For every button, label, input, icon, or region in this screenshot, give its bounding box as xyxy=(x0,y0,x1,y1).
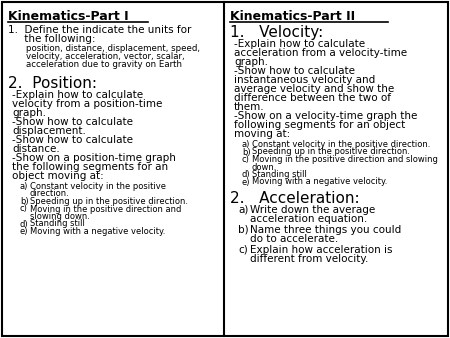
Text: -Show how to calculate: -Show how to calculate xyxy=(234,66,355,76)
Text: b): b) xyxy=(242,147,251,156)
Text: Name three things you could: Name three things you could xyxy=(250,225,401,235)
Text: a): a) xyxy=(238,205,248,215)
Text: object moving at:: object moving at: xyxy=(12,171,104,181)
Text: b): b) xyxy=(238,225,248,235)
Text: -Show how to calculate: -Show how to calculate xyxy=(12,117,133,127)
Text: instantaneous velocity and: instantaneous velocity and xyxy=(234,75,375,85)
Text: d): d) xyxy=(20,219,29,228)
Text: 1.   Velocity:: 1. Velocity: xyxy=(230,25,323,40)
Text: Kinematics-Part I: Kinematics-Part I xyxy=(8,10,129,23)
Text: 2.   Acceleration:: 2. Acceleration: xyxy=(230,191,360,206)
Text: velocity from a position-time: velocity from a position-time xyxy=(12,99,162,109)
Text: 1.  Define the indicate the units for: 1. Define the indicate the units for xyxy=(8,25,191,35)
Text: them.: them. xyxy=(234,102,265,112)
Text: a): a) xyxy=(242,140,250,149)
Text: Standing still: Standing still xyxy=(30,219,85,228)
Text: the following:: the following: xyxy=(8,34,95,44)
Text: c): c) xyxy=(20,204,28,214)
Text: Speeding up in the positive direction.: Speeding up in the positive direction. xyxy=(30,197,188,206)
Text: e): e) xyxy=(242,177,251,187)
Text: d): d) xyxy=(242,170,251,179)
Text: acceleration from a velocity-time: acceleration from a velocity-time xyxy=(234,48,407,58)
Text: different from velocity.: different from velocity. xyxy=(250,255,369,265)
Text: the following segments for an: the following segments for an xyxy=(12,162,168,172)
Text: Standing still: Standing still xyxy=(252,170,307,179)
Text: graph.: graph. xyxy=(234,57,268,67)
Text: direction.: direction. xyxy=(30,190,70,198)
Text: Moving in the positive direction and slowing: Moving in the positive direction and slo… xyxy=(252,155,438,164)
Text: Constant velocity in the positive: Constant velocity in the positive xyxy=(30,182,166,191)
Text: a): a) xyxy=(20,182,28,191)
Text: c): c) xyxy=(238,245,248,255)
Text: -Explain how to calculate: -Explain how to calculate xyxy=(12,90,143,100)
Text: down.: down. xyxy=(252,163,277,171)
Text: Explain how acceleration is: Explain how acceleration is xyxy=(250,245,392,255)
Text: Moving with a negative velocity.: Moving with a negative velocity. xyxy=(30,227,166,236)
Text: 2.  Position:: 2. Position: xyxy=(8,76,97,91)
Text: distance.: distance. xyxy=(12,144,60,154)
Text: difference between the two of: difference between the two of xyxy=(234,93,391,103)
Text: acceleration equation.: acceleration equation. xyxy=(250,215,367,224)
Text: graph.: graph. xyxy=(12,108,46,118)
Text: Kinematics-Part II: Kinematics-Part II xyxy=(230,10,355,23)
Text: Write down the average: Write down the average xyxy=(250,205,375,215)
Text: displacement.: displacement. xyxy=(12,126,86,136)
Text: -Show on a position-time graph: -Show on a position-time graph xyxy=(12,153,176,163)
Text: Constant velocity in the positive direction.: Constant velocity in the positive direct… xyxy=(252,140,430,149)
Text: acceleration due to gravity on Earth: acceleration due to gravity on Earth xyxy=(26,60,182,69)
Text: Speeding up in the positive direction.: Speeding up in the positive direction. xyxy=(252,147,410,156)
Text: b): b) xyxy=(20,197,29,206)
Text: c): c) xyxy=(242,155,250,164)
Text: Moving with a negative velocity.: Moving with a negative velocity. xyxy=(252,177,387,187)
Text: e): e) xyxy=(20,227,28,236)
Text: -Explain how to calculate: -Explain how to calculate xyxy=(234,39,365,49)
Text: do to accelerate.: do to accelerate. xyxy=(250,235,338,244)
Text: Moving in the positive direction and: Moving in the positive direction and xyxy=(30,204,181,214)
Text: moving at:: moving at: xyxy=(234,129,290,139)
Text: -Show how to calculate: -Show how to calculate xyxy=(12,135,133,145)
Text: velocity, acceleration, vector, scalar,: velocity, acceleration, vector, scalar, xyxy=(26,52,184,61)
Text: slowing down.: slowing down. xyxy=(30,212,90,221)
Text: position, distance, displacement, speed,: position, distance, displacement, speed, xyxy=(26,44,200,53)
Text: following segments for an object: following segments for an object xyxy=(234,120,405,130)
Text: -Show on a velocity-time graph the: -Show on a velocity-time graph the xyxy=(234,111,418,121)
Text: average velocity and show the: average velocity and show the xyxy=(234,84,394,94)
